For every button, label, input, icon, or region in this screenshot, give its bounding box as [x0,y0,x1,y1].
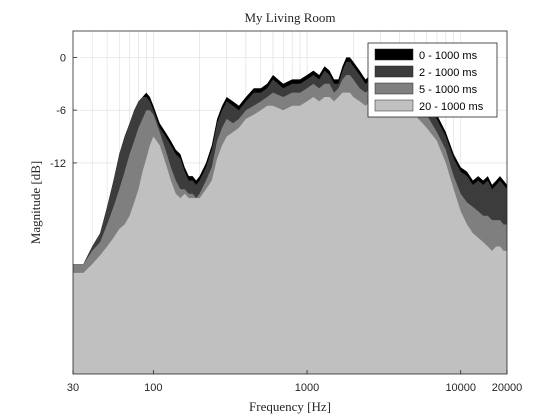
plot-frame [72,30,508,375]
legend-swatch [374,82,414,95]
axis-ticks: 30 100 1000 10000 20000 0 -6 -12 [50,52,522,394]
x-tick-label: 1000 [295,382,319,394]
y-tick-label: -12 [50,158,66,170]
y-tick-label: 0 [60,52,66,64]
legend-label: 0 - 1000 ms [419,50,478,62]
x-tick-label: 10000 [445,382,476,394]
y-axis-label: Magnitude [dB] [28,161,43,244]
legend-swatch [374,48,414,61]
x-tick-label: 30 [67,382,79,394]
legend-label: 20 - 1000 ms [419,101,484,113]
series-areas [73,57,507,375]
y-tick-label: -6 [56,105,66,117]
x-tick-label: 20000 [492,382,523,394]
series-area-4 [73,92,507,374]
x-axis-label: Frequency [Hz] [249,399,331,414]
legend-label: 5 - 1000 ms [419,84,478,96]
legend: 0 - 1000 ms 2 - 1000 ms 5 - 1000 ms 20 - 10… [367,42,498,118]
legend-label: 2 - 1000 ms [419,67,478,79]
legend-swatch [374,99,414,112]
legend-swatch [374,65,414,78]
chart-title: My Living Room [244,10,335,25]
x-tick-label: 100 [144,382,162,394]
